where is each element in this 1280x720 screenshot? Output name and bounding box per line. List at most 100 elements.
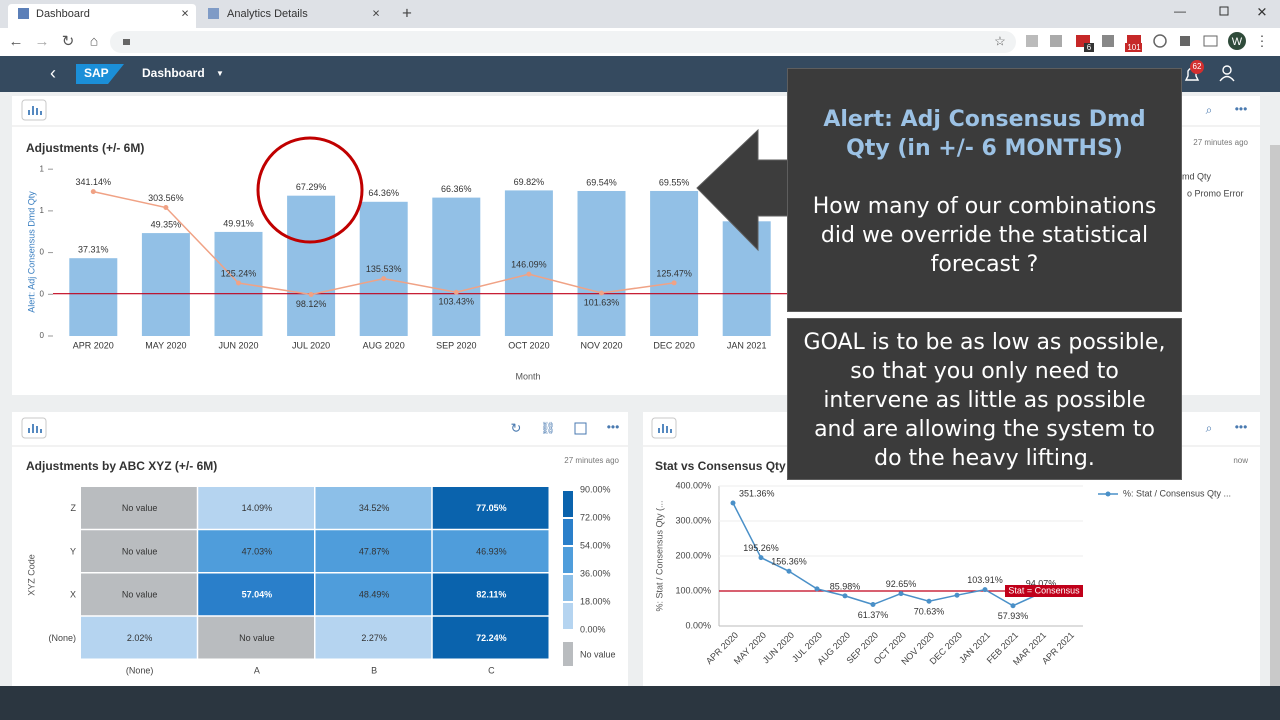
x-tick-label: MAY 2020 <box>145 340 186 350</box>
more[interactable]: ••• <box>607 420 620 434</box>
new-tab[interactable]: + <box>402 3 412 22</box>
bookmark-star[interactable]: ☆ <box>994 33 1006 48</box>
data-label: 67.29% <box>296 182 327 192</box>
forward[interactable]: → <box>35 33 50 50</box>
goal-text: GOAL is to be as low as possible, so tha… <box>803 330 1166 471</box>
point <box>982 587 988 593</box>
chart-icon <box>28 424 42 433</box>
data-label: 341.14% <box>76 177 112 187</box>
badge-count: 6 <box>1087 43 1092 52</box>
y-tick-label: 1 <box>40 206 45 215</box>
point <box>163 205 169 211</box>
address-bar[interactable] <box>110 31 1016 53</box>
badge <box>1125 43 1142 52</box>
heat-cell <box>198 487 314 529</box>
reload[interactable]: ↻ <box>62 33 75 50</box>
bar <box>287 195 336 336</box>
y-axis-label: Alert: Adj Consensus Dmd Qty <box>26 191 36 313</box>
home[interactable]: ⌂ <box>90 33 98 49</box>
more[interactable]: ••• <box>1235 102 1248 116</box>
timestamp: 27 minutes ago <box>1193 138 1248 147</box>
chart-title: Adjustments (+/- 6M) <box>26 141 144 155</box>
y-tick-label: 400.00% <box>675 480 711 490</box>
extension[interactable] <box>1153 34 1167 48</box>
sap-logo[interactable] <box>76 64 124 84</box>
colorbar-swatch <box>563 547 573 573</box>
active-tab[interactable] <box>8 4 196 28</box>
point <box>842 593 848 599</box>
bar <box>359 201 408 336</box>
search[interactable]: ⌕ <box>1206 421 1213 435</box>
extension[interactable] <box>1026 35 1038 47</box>
chart-button[interactable] <box>651 417 677 439</box>
cell-label: 2.02% <box>127 633 153 643</box>
x-tick-label: APR 2020 <box>73 340 114 350</box>
point <box>786 568 792 574</box>
alert-box: Alert: Adj Consensus Dmd Qty (in +/- 6 M… <box>787 68 1182 312</box>
point <box>599 290 604 296</box>
bar <box>504 190 553 336</box>
tab-close[interactable]: × <box>372 5 380 20</box>
x-tick-label: AUG 2020 <box>363 340 405 350</box>
y-tick-label: X <box>70 590 76 600</box>
x-tick-label: NOV 2020 <box>580 340 622 350</box>
colorbar-label: 18.00% <box>580 596 611 606</box>
extensions-menu[interactable] <box>1180 36 1190 46</box>
tab-close[interactable]: × <box>181 5 189 20</box>
title-menu[interactable]: ▼ <box>216 69 224 78</box>
x-tick-label: JUN 2020 <box>218 340 258 350</box>
data-label: 103.91% <box>967 575 1003 585</box>
more[interactable]: ••• <box>1235 420 1248 434</box>
x-tick-label: B <box>371 665 377 675</box>
data-label: 351.36% <box>739 488 775 498</box>
point <box>954 592 960 598</box>
minimize[interactable]: — <box>1174 4 1186 18</box>
point <box>870 602 876 608</box>
timestamp: now <box>1233 456 1248 465</box>
chart-button[interactable] <box>21 417 47 439</box>
point <box>236 280 241 286</box>
tab-title[interactable]: Dashboard <box>36 8 90 20</box>
point <box>671 280 677 286</box>
back[interactable]: ← <box>9 33 24 50</box>
cell-label: 14.09% <box>242 503 273 513</box>
chart-button[interactable] <box>21 99 47 121</box>
colorbar-label: 90.00% <box>580 484 611 494</box>
link[interactable]: ⛓ <box>540 421 555 435</box>
chart-icon <box>658 424 672 433</box>
search[interactable]: ⌕ <box>1206 103 1213 117</box>
extension[interactable] <box>1050 35 1062 47</box>
restore[interactable] <box>1219 6 1229 16</box>
cell-label: 72.24% <box>476 633 507 643</box>
point <box>730 500 736 506</box>
scrollbar[interactable] <box>1270 145 1280 686</box>
app-title[interactable]: Dashboard <box>142 66 205 80</box>
tab-title[interactable]: Analytics Details <box>227 8 308 20</box>
refresh[interactable]: ↻ <box>511 420 522 435</box>
badge-count: 101 <box>1127 43 1141 52</box>
cast[interactable] <box>1203 35 1218 47</box>
cell-label: 77.05% <box>476 503 507 513</box>
bar <box>577 190 626 336</box>
cell-label: No value <box>239 633 275 643</box>
point <box>90 189 96 195</box>
bar <box>69 258 118 336</box>
profile[interactable] <box>1228 32 1246 50</box>
y-tick-label: Y <box>70 546 76 556</box>
extension[interactable] <box>1102 35 1114 47</box>
missing-cell <box>81 487 197 529</box>
heat-cell <box>198 530 314 572</box>
nav-back[interactable]: ‹ <box>50 63 56 83</box>
data-label: 64.36% <box>368 188 399 198</box>
user[interactable] <box>1222 65 1232 75</box>
window-close[interactable]: ✕ <box>1257 4 1268 19</box>
browser-menu[interactable]: ⋮ <box>1255 33 1269 49</box>
heat-cell <box>432 487 549 529</box>
heat-cell <box>315 616 432 659</box>
bar <box>141 233 190 336</box>
expand[interactable] <box>574 422 587 435</box>
data-label: 69.82% <box>514 177 545 187</box>
y-tick-label: 0 <box>40 289 45 298</box>
heat-cell <box>315 487 432 529</box>
legend-marker <box>1105 491 1111 497</box>
